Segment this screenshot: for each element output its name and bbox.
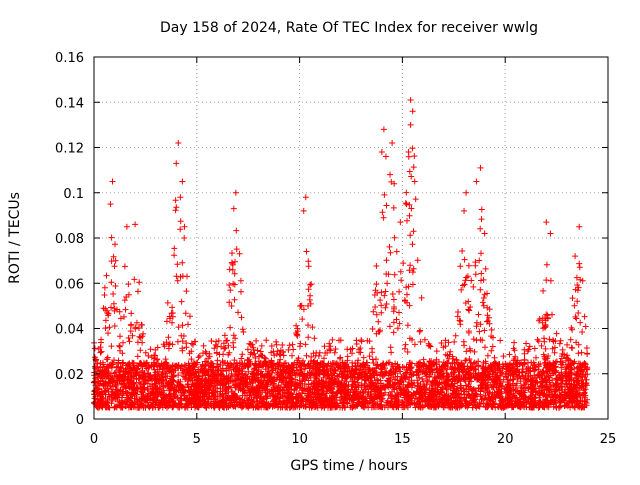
roti-peak-point <box>300 207 307 214</box>
roti-peak-point <box>387 171 394 178</box>
x-axis-label: GPS time / hours <box>290 458 407 474</box>
roti-peak-point <box>407 96 414 103</box>
roti-peak-point <box>230 205 237 212</box>
y-tick-label: 0.14 <box>55 96 84 111</box>
roti-peak-point <box>407 121 414 128</box>
roti-point-cloud <box>91 145 591 411</box>
x-tick-label: 10 <box>291 432 308 447</box>
y-tick-label: 0.06 <box>55 277 84 292</box>
roti-peak-point <box>378 149 385 156</box>
roti-peak-point <box>173 160 180 167</box>
roti-peak-point <box>473 178 480 185</box>
roti-peak-point <box>177 194 184 201</box>
roti-peak-point <box>461 207 468 214</box>
y-tick-label: 0.16 <box>55 51 84 66</box>
roti-peak-point <box>547 230 554 237</box>
data-points <box>91 96 591 411</box>
x-tick-label: 20 <box>497 432 514 447</box>
roti-peak-point <box>109 178 116 185</box>
roti-peak-point <box>107 201 114 208</box>
roti-peak-point <box>181 223 188 230</box>
roti-peak-point <box>576 223 583 230</box>
roti-peak-point <box>179 178 186 185</box>
roti-peak-point <box>123 223 130 230</box>
y-tick-label: 0.02 <box>55 368 84 383</box>
roti-peak-point <box>481 230 488 237</box>
roti-peak-point <box>232 189 239 196</box>
roti-peak-point <box>403 201 410 208</box>
x-tick-label: 5 <box>193 432 201 447</box>
x-tick-label: 25 <box>600 432 617 447</box>
roti-peak-point <box>463 189 470 196</box>
axis-ticks: 0 5 10 15 20 25 0 0.02 0.04 0.06 0.08 0.1 0.12 0.14 0.… <box>55 51 616 447</box>
y-tick-label: 0.08 <box>55 232 84 247</box>
roti-peak-point <box>405 149 412 156</box>
roti-peak-point <box>572 253 579 260</box>
roti-peak-point <box>175 139 182 146</box>
y-tick-label: 0.12 <box>55 142 84 157</box>
x-tick-label: 15 <box>394 432 411 447</box>
x-tick-label: 0 <box>90 432 98 447</box>
chart-title: Day 158 of 2024, Rate Of TEC Index for r… <box>160 20 538 36</box>
y-axis-label: ROTI / TECUs <box>7 192 23 284</box>
roti-peak-point <box>382 153 389 160</box>
roti-peak-point <box>543 219 550 226</box>
roti-peak-point <box>397 219 404 226</box>
roti-peak-point <box>391 180 398 187</box>
roti-peak-point <box>380 126 387 133</box>
roti-peak-point <box>389 139 396 146</box>
roti-peak-point <box>409 108 416 115</box>
y-tick-label: 0 <box>76 413 84 428</box>
y-tick-label: 0.1 <box>63 187 84 202</box>
roti-peak-point <box>302 194 309 201</box>
roti-peak-point <box>477 164 484 171</box>
roti-peak-point <box>132 221 139 228</box>
y-tick-label: 0.04 <box>55 323 84 338</box>
roti-peak-point <box>411 178 418 185</box>
